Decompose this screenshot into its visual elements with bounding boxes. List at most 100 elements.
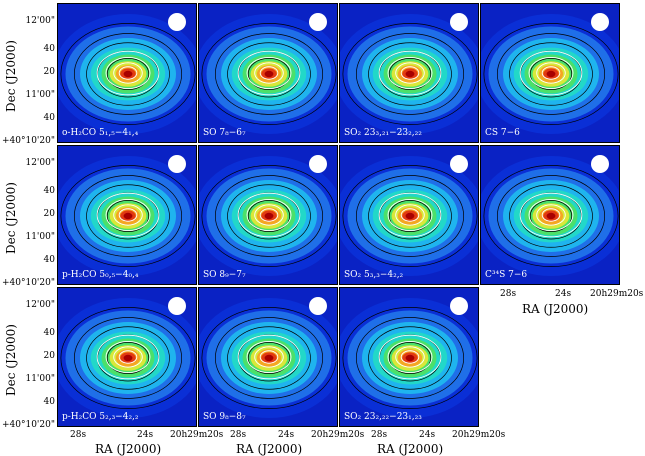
contour-white bbox=[536, 62, 566, 84]
x-tick: 20h29m20s bbox=[311, 430, 365, 440]
contour-black bbox=[496, 175, 606, 257]
y-tick: 40 bbox=[43, 328, 55, 338]
contour-white bbox=[400, 66, 420, 80]
panel-label: CS 7−6 bbox=[485, 128, 520, 138]
panel-label: p-H₂CO 5₀,₅−4₀,₄ bbox=[62, 270, 139, 280]
contour-white bbox=[259, 350, 279, 364]
contour-black bbox=[86, 184, 170, 248]
contour-black bbox=[106, 342, 150, 374]
contour-black bbox=[388, 58, 432, 90]
x-tick: 28s bbox=[70, 430, 87, 440]
intensity-level bbox=[546, 212, 556, 220]
x-axis-title-col1: RA (J2000) bbox=[95, 442, 162, 456]
contour-black bbox=[60, 165, 196, 267]
map-image bbox=[340, 4, 478, 142]
contour-black bbox=[342, 307, 478, 409]
contour-white bbox=[536, 204, 566, 226]
contour-black bbox=[214, 175, 324, 257]
map-panel: SO 7₈−6₇ bbox=[198, 3, 338, 143]
y-tick: 20 bbox=[43, 209, 55, 219]
intensity-level bbox=[405, 70, 415, 78]
map-image bbox=[199, 146, 337, 284]
contour-white bbox=[387, 340, 433, 374]
contour-black bbox=[509, 42, 593, 106]
contour-white bbox=[519, 50, 583, 96]
contour-black bbox=[106, 200, 150, 232]
contour-white bbox=[378, 50, 442, 96]
contour-white bbox=[395, 204, 425, 226]
map-panel: p-H₂CO 5₀,₅−4₀,₄ bbox=[57, 145, 197, 285]
map-panel: SO₂ 23₃,₂₁−23₂,₂₂ bbox=[339, 3, 479, 143]
x-axis-title-col3: RA (J2000) bbox=[377, 442, 444, 456]
contour-black bbox=[388, 200, 432, 232]
contour-black bbox=[86, 326, 170, 390]
y-tick: +40°10'20" bbox=[1, 278, 55, 288]
intensity-level bbox=[123, 212, 133, 220]
y-tick: 20 bbox=[43, 67, 55, 77]
contour-black bbox=[86, 42, 170, 106]
intensity-level bbox=[264, 354, 274, 362]
x-tick: 28s bbox=[500, 289, 517, 299]
contour-black bbox=[483, 23, 619, 125]
panel-label: SO₂ 23₂,₂₂−23₁,₂₃ bbox=[344, 412, 422, 422]
y-tick: 11'00" bbox=[25, 232, 55, 242]
contour-white bbox=[395, 62, 425, 84]
contour-black bbox=[227, 42, 311, 106]
panel-label: o-H₂CO 5₁,₅−4₁,₄ bbox=[62, 128, 139, 138]
x-axis-title-col2: RA (J2000) bbox=[236, 442, 303, 456]
beam-marker bbox=[168, 155, 186, 173]
beam-marker bbox=[591, 155, 609, 173]
contour-white bbox=[541, 208, 561, 222]
map-panel: p-H₂CO 5₂,₃−4₂,₂ bbox=[57, 287, 197, 427]
y-tick: +40°10'20" bbox=[1, 136, 55, 146]
contour-black bbox=[247, 342, 291, 374]
intensity-level bbox=[264, 70, 274, 78]
map-image bbox=[481, 146, 619, 284]
x-tick: 28s bbox=[371, 430, 388, 440]
contour-white bbox=[246, 340, 292, 374]
contour-black bbox=[388, 342, 432, 374]
contour-black bbox=[368, 184, 452, 248]
contour-white bbox=[254, 346, 284, 368]
contour-white bbox=[378, 334, 442, 380]
y-tick: 20 bbox=[43, 351, 55, 361]
panel-label: p-H₂CO 5₂,₃−4₂,₂ bbox=[62, 412, 139, 422]
intensity-level bbox=[264, 212, 274, 220]
beam-marker bbox=[309, 297, 327, 315]
contour-white bbox=[118, 350, 138, 364]
panel-label: SO 7₈−6₇ bbox=[203, 128, 246, 138]
x-axis-title-col4: RA (J2000) bbox=[522, 302, 589, 316]
contour-white bbox=[387, 56, 433, 90]
x-tick: 20h29m20s bbox=[590, 289, 644, 299]
contour-black bbox=[201, 23, 337, 125]
panel-label: SO₂ 23₃,₂₁−23₂,₂₂ bbox=[344, 128, 422, 138]
map-panel: SO₂ 23₂,₂₂−23₁,₂₃ bbox=[339, 287, 479, 427]
x-tick: 28s bbox=[230, 430, 247, 440]
beam-marker bbox=[309, 155, 327, 173]
map-panel: SO₂ 5₃,₃−4₂,₂ bbox=[339, 145, 479, 285]
contour-white bbox=[528, 56, 574, 90]
contour-black bbox=[355, 317, 465, 399]
y-tick: 40 bbox=[43, 397, 55, 407]
contour-white bbox=[237, 334, 301, 380]
intensity-level bbox=[405, 212, 415, 220]
contour-black bbox=[355, 175, 465, 257]
contour-white bbox=[254, 204, 284, 226]
contour-white bbox=[96, 334, 160, 380]
contour-white bbox=[541, 66, 561, 80]
map-image bbox=[58, 146, 196, 284]
contour-white bbox=[113, 204, 143, 226]
y-tick: +40°10'20" bbox=[1, 420, 55, 430]
y-tick: 12'00" bbox=[25, 300, 55, 310]
beam-marker bbox=[168, 297, 186, 315]
contour-white bbox=[259, 66, 279, 80]
contour-white bbox=[105, 56, 151, 90]
contour-white bbox=[118, 208, 138, 222]
contour-white bbox=[400, 350, 420, 364]
contour-black bbox=[509, 184, 593, 248]
contour-black bbox=[247, 200, 291, 232]
contour-black bbox=[214, 33, 324, 115]
map-panel: SO 8₉−7₇ bbox=[198, 145, 338, 285]
contour-white bbox=[528, 198, 574, 232]
map-panel: SO 9₈−8₇ bbox=[198, 287, 338, 427]
